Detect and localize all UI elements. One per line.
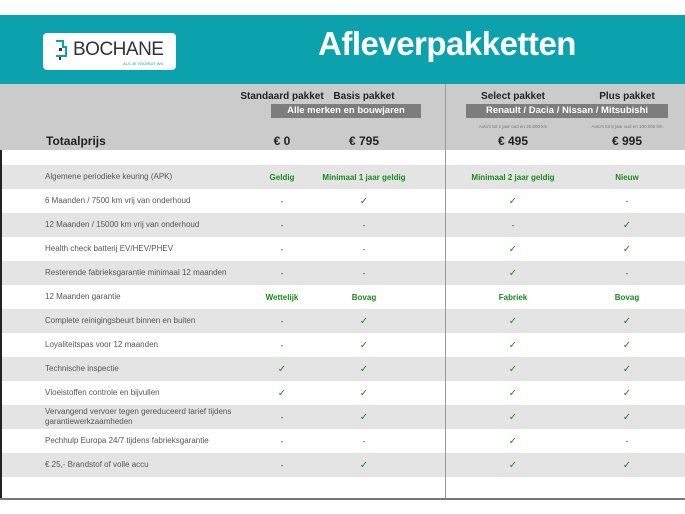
feature-label: 12 Maanden garantie xyxy=(45,292,121,301)
feature-value: Bovag xyxy=(614,292,640,302)
package-note: Auto's tot 5 jaar oud en 100.000 km xyxy=(591,124,663,129)
package-name: Basis pakket xyxy=(333,91,395,102)
check-icon: ✓ xyxy=(508,363,518,375)
package-note: Auto's tot 1 jaar oud en 20.000 km xyxy=(478,124,548,129)
feature-label: € 25,- Brandstof of volle accu xyxy=(45,460,149,469)
feature-label: Algemene periodieke keuring (APK) xyxy=(45,172,173,181)
dash-icon: - xyxy=(362,268,366,278)
check-icon: ✓ xyxy=(622,315,632,327)
check-icon: ✓ xyxy=(508,315,518,327)
table-row: Complete reinigingsbeurt binnen en buite… xyxy=(0,309,685,333)
feature-label: Vloeistoffen controle en bijvullen xyxy=(45,388,160,397)
package-price: € 995 xyxy=(611,134,643,148)
check-icon: ✓ xyxy=(508,435,518,447)
dash-icon: - xyxy=(280,340,284,350)
check-icon: ✓ xyxy=(277,363,287,375)
feature-label: Resterende fabrieksgarantie minimaal 12 … xyxy=(45,268,227,277)
feature-value: Geldig xyxy=(269,172,295,182)
table-row: Vloeistoffen controle en bijvullen ✓ ✓ ✓ ✓ xyxy=(0,381,685,405)
check-icon: ✓ xyxy=(622,339,632,351)
column-divider xyxy=(445,84,446,500)
dash-icon: - xyxy=(625,196,629,206)
logo-text: BOCHANE xyxy=(73,39,164,60)
check-icon: ✓ xyxy=(359,339,369,351)
package-name: Select pakket xyxy=(481,91,545,102)
bochane-logo: BOCHANE ALS JE VOORUIT WIL xyxy=(43,33,176,70)
feature-label: Vervangend vervoer tegen gereduceerd tar… xyxy=(45,407,232,426)
brand-band: Alle merken en bouwjaren xyxy=(271,104,421,118)
check-icon: ✓ xyxy=(508,243,518,255)
check-icon: ✓ xyxy=(622,243,632,255)
check-icon: ✓ xyxy=(508,339,518,351)
table-row: Pechhulp Europa 24/7 tijdens fabrieksgar… xyxy=(0,429,685,453)
dash-icon: - xyxy=(362,436,366,446)
check-icon: ✓ xyxy=(359,387,369,399)
check-icon: ✓ xyxy=(622,387,632,399)
dash-icon: - xyxy=(362,244,366,254)
check-icon: ✓ xyxy=(622,219,632,231)
feature-label: Technische inspectie xyxy=(45,364,119,373)
check-icon: ✓ xyxy=(508,387,518,399)
dash-icon: - xyxy=(362,220,366,230)
check-icon: ✓ xyxy=(508,267,518,279)
feature-label: Health check batterij EV/HEV/PHEV xyxy=(45,244,174,253)
feature-label: Loyaliteitspas voor 12 maanden xyxy=(45,340,158,349)
check-icon: ✓ xyxy=(622,363,632,375)
check-icon: ✓ xyxy=(508,459,518,471)
table-row: Algemene periodieke keuring (APK) Geldig M… xyxy=(0,165,685,189)
table-row: 6 Maanden / 7500 km vrij van onderhoud - ✓… xyxy=(0,189,685,213)
check-icon: ✓ xyxy=(622,411,632,423)
check-icon: ✓ xyxy=(359,459,369,471)
dash-icon: - xyxy=(280,196,284,206)
table-row: Resterende fabrieksgarantie minimaal 12 … xyxy=(0,261,685,285)
feature-label: Complete reinigingsbeurt binnen en buite… xyxy=(45,316,196,325)
feature-value: Nieuw xyxy=(615,172,639,182)
package-price: € 0 xyxy=(273,134,291,148)
bottom-border xyxy=(0,498,685,500)
check-icon: ✓ xyxy=(277,387,287,399)
table-row: Loyaliteitspas voor 12 maanden - ✓ ✓ ✓ xyxy=(0,333,685,357)
dash-icon: - xyxy=(280,460,284,470)
feature-value: Fabriek xyxy=(498,292,528,302)
left-border xyxy=(0,150,2,500)
feature-value: Wettelijk xyxy=(265,292,299,302)
feature-label: Pechhulp Europa 24/7 tijdens fabrieksgar… xyxy=(45,436,209,445)
dash-icon: - xyxy=(280,268,284,278)
table-row: Health check batterij EV/HEV/PHEV - - ✓ ✓ xyxy=(0,237,685,261)
feature-label: 6 Maanden / 7500 km vrij van onderhoud xyxy=(45,196,191,205)
package-name: Standaard pakket xyxy=(240,91,324,102)
logo-tagline: ALS JE VOORUIT WIL xyxy=(123,61,164,66)
dash-icon: - xyxy=(280,316,284,326)
check-icon: ✓ xyxy=(359,195,369,207)
table-row: 12 Maanden garantie Wettelijk Bovag Fabriek… xyxy=(0,285,685,309)
dash-icon: - xyxy=(280,412,284,422)
table-row: € 25,- Brandstof of volle accu - ✓ ✓ ✓ xyxy=(0,453,685,477)
logo-icon xyxy=(56,40,67,60)
package-price: € 795 xyxy=(348,134,380,148)
table-row: Vervangend vervoer tegen gereduceerd tar… xyxy=(0,405,685,429)
brand-band: Renault / Dacia / Nissan / Mitsubishi xyxy=(466,104,668,118)
check-icon: ✓ xyxy=(508,411,518,423)
feature-label: 12 Maanden / 15000 km vrij van onderhoud xyxy=(45,220,200,229)
feature-value: Minimaal 1 jaar geldig xyxy=(322,172,406,182)
page-title: Afleverpakketten xyxy=(318,25,576,62)
check-icon: ✓ xyxy=(359,411,369,423)
dash-icon: - xyxy=(511,220,515,230)
dash-icon: - xyxy=(280,220,284,230)
dash-icon: - xyxy=(280,244,284,254)
package-name: Plus pakket xyxy=(599,91,655,102)
dash-icon: - xyxy=(625,436,629,446)
feature-value: Minimaal 2 jaar geldig xyxy=(471,172,555,182)
check-icon: ✓ xyxy=(359,363,369,375)
total-label: Totaalprijs xyxy=(46,134,106,148)
check-icon: ✓ xyxy=(359,315,369,327)
dash-icon: - xyxy=(280,436,284,446)
check-icon: ✓ xyxy=(508,195,518,207)
dash-icon: - xyxy=(625,268,629,278)
table-row: Technische inspectie ✓ ✓ ✓ ✓ xyxy=(0,357,685,381)
check-icon: ✓ xyxy=(622,459,632,471)
package-price: € 495 xyxy=(497,134,529,148)
feature-value: Bovag xyxy=(351,292,377,302)
table-row: 12 Maanden / 15000 km vrij van onderhoud… xyxy=(0,213,685,237)
